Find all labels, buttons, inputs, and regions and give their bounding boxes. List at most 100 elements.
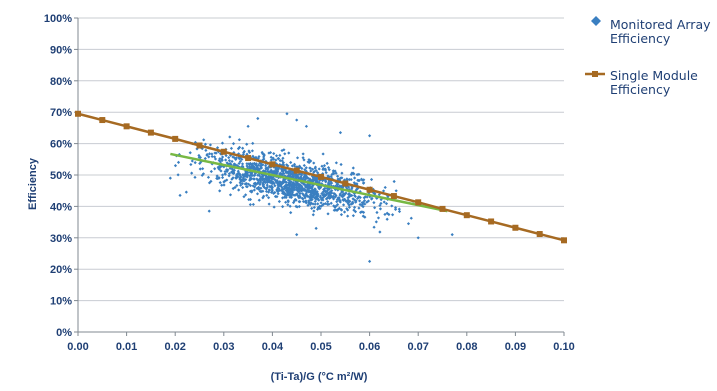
scatter-point [292,181,296,186]
scatter-point [256,163,261,167]
scatter-point [237,161,241,166]
scatter-point [342,193,346,198]
scatter-point [198,167,202,171]
scatter-point [270,171,274,175]
scatter-point [288,191,292,195]
scatter-point [259,161,263,166]
scatter-series-monitored-array [168,112,454,263]
scatter-point [281,161,285,165]
scatter-point [294,204,298,208]
scatter-point [254,155,258,159]
scatter-point [372,200,376,205]
scatter-point [263,180,268,185]
scatter-point [378,230,382,234]
scatter-point [369,177,374,182]
axes [74,17,565,336]
scatter-point [282,191,286,195]
scatter-point [355,182,359,186]
scatter-point [215,146,220,150]
scatter-point [320,191,324,196]
scatter-point [327,196,331,200]
y-tick-label: 90% [50,44,72,56]
scatter-point [257,155,261,159]
scatter-point [281,170,285,174]
line-marker [293,167,300,174]
scatter-point [293,173,297,177]
scatter-point [347,195,351,199]
scatter-point [290,164,294,168]
scatter-point [335,208,339,212]
x-tick-label: 0.07 [407,341,428,353]
scatter-point [349,202,353,206]
scatter-point [252,188,256,192]
line-marker [536,231,543,238]
scatter-point [228,193,233,197]
scatter-point [282,163,286,167]
scatter-point [312,193,316,197]
scatter-point [223,172,227,176]
scatter-point [283,192,287,196]
scatter-point [238,181,242,185]
scatter-point [262,153,266,158]
scatter-point [278,153,282,157]
scatter-point [354,200,358,204]
scatter-point [250,163,254,167]
scatter-point [287,191,291,196]
scatter-point [376,216,381,220]
scatter-point [305,184,309,188]
scatter-point [303,200,307,204]
scatter-point [332,208,336,212]
scatter-point [416,236,420,240]
scatter-point [282,172,286,176]
scatter-point [254,183,258,187]
scatter-point [285,163,289,167]
scatter-point [313,199,317,203]
scatter-point [327,181,331,185]
scatter-point [242,151,246,155]
scatter-point [244,182,248,186]
scatter-point [351,214,355,218]
scatter-point [314,226,318,230]
scatter-point [218,189,222,193]
scatter-point [348,194,352,198]
scatter-point [330,172,334,177]
scatter-point [393,207,398,212]
line-marker [75,110,81,117]
x-tick-label: 0.09 [505,341,526,353]
scatter-point [253,185,257,189]
line-marker [463,212,470,219]
scatter-point [297,186,301,190]
scatter-point [273,184,277,188]
scatter-point [374,220,378,224]
scatter-point [261,152,265,156]
scatter-point [314,168,318,173]
scatter-point [276,185,280,189]
scatter-point [324,170,328,175]
scatter-point [235,183,239,188]
scatter-point [220,141,225,145]
scatter-point [236,147,241,151]
scatter-point [273,170,277,174]
scatter-point [286,170,290,174]
scatter-point [247,150,252,155]
scatter-point [312,176,317,181]
scatter-point [261,196,265,200]
scatter-point [319,198,324,202]
scatter-point [300,166,304,171]
scatter-point [351,171,355,175]
scatter-point [340,194,344,198]
scatter-point [361,210,366,214]
scatter-point [314,194,318,198]
scatter-point [312,205,316,210]
scatter-point [270,187,274,191]
scatter-point [266,167,270,171]
scatter-point [247,164,252,169]
scatter-point [288,173,292,177]
scatter-point [295,205,299,209]
scatter-point [325,189,329,194]
scatter-point [253,181,258,185]
scatter-point [188,151,192,155]
scatter-point [239,183,243,187]
scatter-point [261,169,265,173]
scatter-point [323,201,328,206]
